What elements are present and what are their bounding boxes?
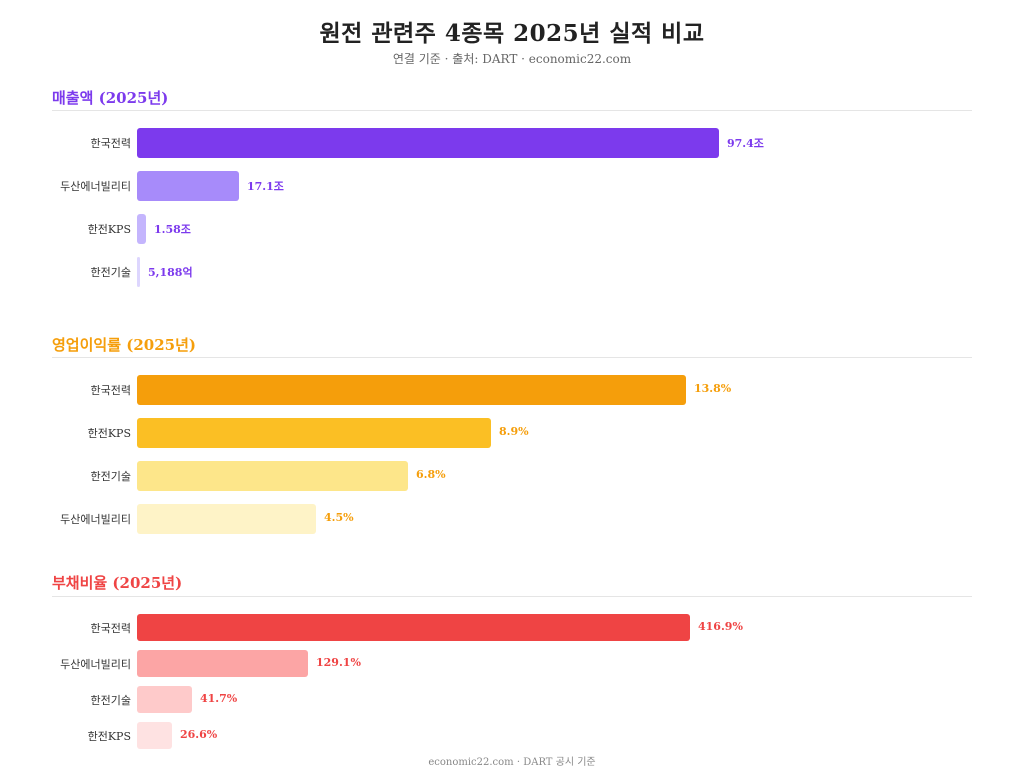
value-label: 97.4조 bbox=[727, 137, 764, 150]
value-label: 5,188억 bbox=[148, 266, 193, 279]
chart-2-divider bbox=[52, 357, 972, 358]
bar bbox=[137, 686, 192, 713]
value-label: 1.58조 bbox=[154, 223, 191, 236]
bar bbox=[137, 650, 308, 677]
category-label: 한전기술 bbox=[90, 693, 131, 707]
category-label: 한전기술 bbox=[90, 470, 131, 483]
value-label: 8.9% bbox=[499, 425, 529, 438]
footer-note: economic22.com · DART 공시 기준 bbox=[428, 757, 596, 768]
bar bbox=[137, 722, 172, 749]
bar bbox=[137, 128, 719, 158]
category-label: 두산에너빌리티 bbox=[60, 513, 131, 526]
bar bbox=[137, 614, 690, 641]
page-title: 원전 관련주 4종목 2025년 실적 비교 bbox=[319, 20, 705, 47]
chart-2-title: 영업이익률 (2025년) bbox=[52, 336, 196, 354]
chart-3-title: 부채비율 (2025년) bbox=[52, 574, 183, 592]
bar bbox=[137, 375, 686, 405]
value-label: 6.8% bbox=[416, 468, 446, 481]
category-label: 두산에너빌리티 bbox=[60, 657, 131, 671]
category-label: 한전KPS bbox=[87, 427, 131, 440]
category-label: 두산에너빌리티 bbox=[60, 180, 131, 193]
chart-1-title: 매출액 (2025년) bbox=[52, 89, 169, 107]
value-label: 416.9% bbox=[698, 619, 743, 633]
bar bbox=[137, 504, 316, 534]
category-label: 한전KPS bbox=[87, 729, 131, 743]
category-label: 한국전력 bbox=[90, 621, 131, 635]
value-label: 26.6% bbox=[180, 727, 218, 741]
chart-1-divider bbox=[52, 110, 972, 111]
value-label: 17.1조 bbox=[247, 180, 284, 193]
chart-3-divider bbox=[52, 596, 972, 597]
bar bbox=[137, 171, 239, 201]
bar bbox=[137, 214, 146, 244]
category-label: 한전KPS bbox=[87, 223, 131, 236]
bar bbox=[137, 257, 140, 287]
value-label: 129.1% bbox=[316, 655, 361, 669]
bar bbox=[137, 461, 408, 491]
value-label: 41.7% bbox=[200, 691, 238, 705]
category-label: 한전기술 bbox=[90, 266, 131, 279]
category-label: 한국전력 bbox=[90, 384, 131, 397]
value-label: 13.8% bbox=[694, 382, 732, 395]
category-label: 한국전력 bbox=[90, 137, 131, 150]
bar bbox=[137, 418, 491, 448]
page-subtitle: 연결 기준 · 출처: DART · economic22.com bbox=[392, 52, 632, 66]
value-label: 4.5% bbox=[324, 511, 354, 524]
